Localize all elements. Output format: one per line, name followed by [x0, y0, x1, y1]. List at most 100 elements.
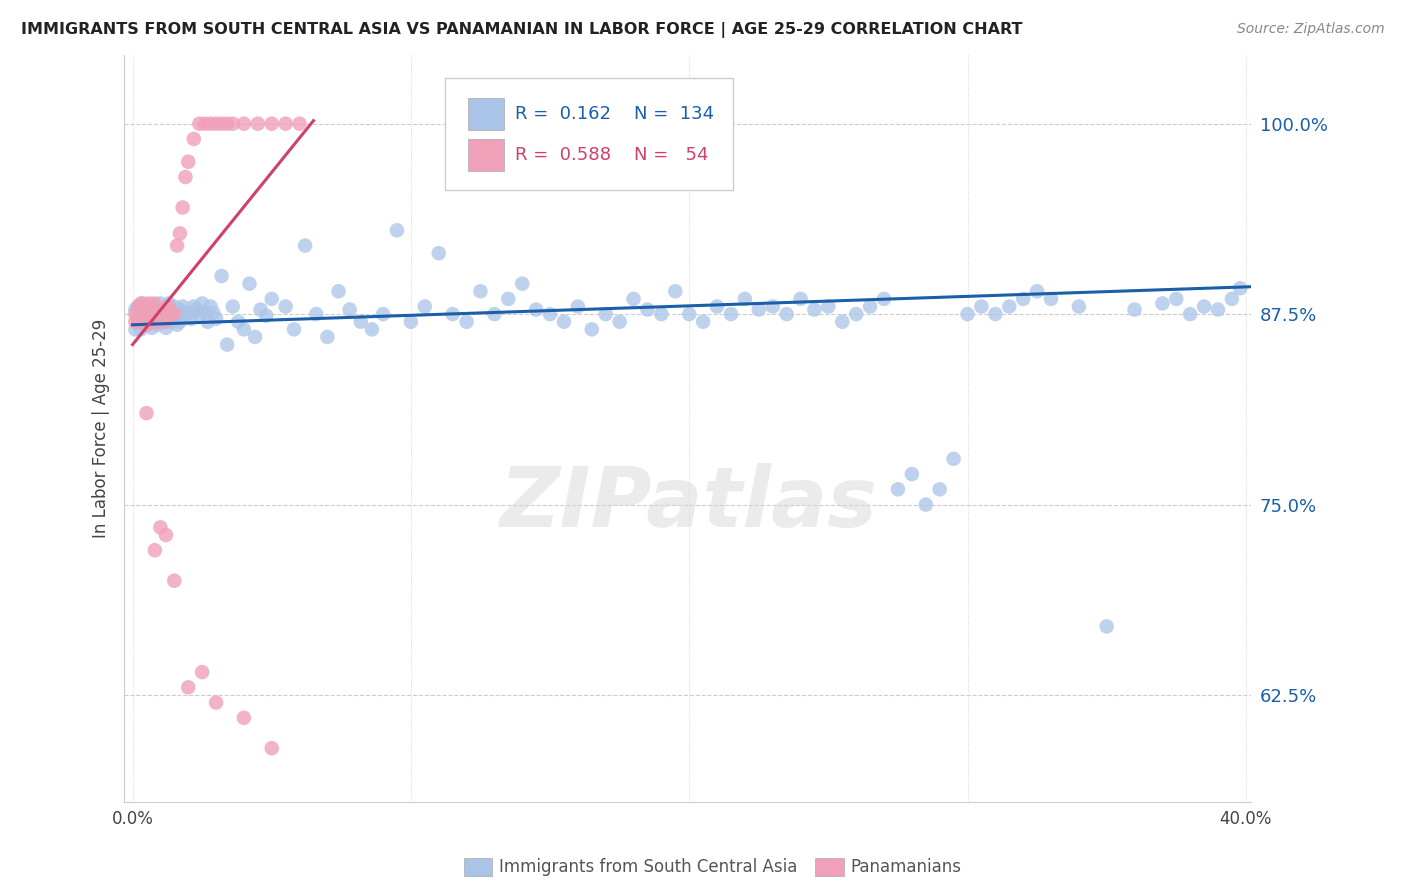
Point [135, 318, 157, 332]
Point [138, 315, 160, 329]
Text: R =  0.162    N =  134: R = 0.162 N = 134 [516, 105, 714, 123]
Point [274, 117, 297, 131]
Point [228, 315, 250, 329]
Point [200, 300, 222, 314]
Point [129, 322, 152, 336]
FancyBboxPatch shape [468, 139, 505, 171]
Point [350, 315, 373, 329]
Point [146, 305, 169, 319]
Point [484, 307, 506, 321]
Point [1123, 302, 1146, 317]
Text: Immigrants from South Central Asia: Immigrants from South Central Asia [499, 858, 797, 876]
Point [524, 302, 547, 317]
Point [283, 322, 305, 336]
Point [166, 309, 188, 323]
Point [942, 451, 965, 466]
Point [1095, 619, 1118, 633]
Point [385, 223, 408, 237]
Point [510, 277, 533, 291]
Point [456, 315, 478, 329]
Point [169, 227, 191, 241]
Point [146, 315, 169, 329]
Point [124, 307, 146, 321]
Text: R =  0.588    N =   54: R = 0.588 N = 54 [516, 146, 709, 164]
Point [166, 318, 188, 332]
Point [371, 307, 394, 321]
Point [129, 305, 152, 319]
Point [200, 117, 222, 131]
Point [127, 315, 149, 329]
Point [956, 307, 979, 321]
Text: Panamanians: Panamanians [851, 858, 962, 876]
Point [197, 315, 219, 329]
Point [1067, 300, 1090, 314]
Point [149, 307, 172, 321]
Point [567, 300, 589, 314]
Point [152, 302, 174, 317]
Point [636, 302, 658, 317]
Point [232, 322, 254, 336]
Point [183, 300, 205, 314]
Point [623, 292, 645, 306]
Point [246, 117, 269, 131]
Point [163, 574, 186, 588]
Point [205, 117, 228, 131]
Point [163, 300, 186, 314]
Point [538, 307, 561, 321]
Point [138, 309, 160, 323]
Point [222, 117, 245, 131]
Point [1012, 292, 1035, 306]
Point [183, 132, 205, 146]
Point [901, 467, 924, 481]
Point [188, 309, 211, 323]
Point [1220, 292, 1243, 306]
Point [180, 311, 202, 326]
Point [859, 300, 882, 314]
Point [149, 296, 172, 310]
Point [146, 318, 169, 332]
Point [762, 300, 785, 314]
Point [172, 305, 194, 319]
Point [143, 543, 166, 558]
Point [470, 285, 492, 299]
Point [205, 311, 228, 326]
Point [135, 406, 157, 420]
Point [172, 300, 194, 314]
Point [873, 292, 896, 306]
Point [135, 318, 157, 332]
Point [678, 307, 700, 321]
Point [124, 322, 146, 336]
Point [1026, 285, 1049, 299]
Point [143, 311, 166, 326]
Point [141, 309, 163, 323]
Text: Source: ZipAtlas.com: Source: ZipAtlas.com [1237, 22, 1385, 37]
FancyBboxPatch shape [446, 78, 733, 189]
Point [970, 300, 993, 314]
Point [132, 302, 155, 317]
Point [160, 315, 183, 329]
Point [260, 741, 283, 756]
Point [581, 322, 603, 336]
Point [211, 268, 233, 283]
Point [174, 169, 197, 184]
Point [127, 300, 149, 314]
Point [141, 315, 163, 329]
Point [129, 296, 152, 310]
Point [831, 315, 853, 329]
Point [243, 330, 266, 344]
Point [720, 307, 742, 321]
Point [143, 305, 166, 319]
Point [413, 300, 436, 314]
Point [152, 302, 174, 317]
Point [553, 315, 575, 329]
Point [803, 302, 825, 317]
Point [260, 292, 283, 306]
Point [1178, 307, 1201, 321]
Point [177, 305, 200, 319]
Point [143, 300, 166, 314]
Point [305, 307, 328, 321]
Point [1152, 296, 1174, 310]
Point [124, 302, 146, 317]
Point [339, 302, 361, 317]
Point [222, 300, 245, 314]
